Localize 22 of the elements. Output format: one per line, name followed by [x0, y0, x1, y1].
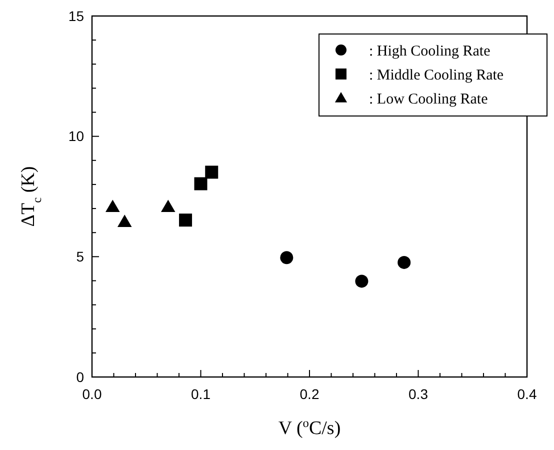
point — [160, 200, 176, 212]
point — [106, 200, 120, 212]
x-tick-label: 0.1 — [191, 386, 211, 402]
legend-label: : Middle Cooling Rate — [369, 67, 504, 84]
point — [398, 256, 411, 269]
x-tick-label: 0.4 — [517, 386, 537, 402]
x-tick-label: 0.3 — [408, 386, 428, 402]
legend-label: : Low Cooling Rate — [369, 91, 488, 108]
point — [194, 177, 208, 190]
y-tick-label: 0 — [76, 368, 84, 385]
x-axis-title: V ($^{o}$C/s) — [278, 416, 341, 439]
point — [205, 166, 218, 179]
point — [355, 274, 368, 288]
legend-label: : High Cooling Rate — [369, 43, 491, 60]
y-tick-label: 15 — [68, 8, 84, 24]
point — [117, 214, 132, 227]
y-tick-label: 10 — [68, 128, 84, 144]
point — [179, 214, 192, 227]
point — [280, 251, 294, 264]
y-tick-label: 5 — [76, 248, 84, 265]
x-tick-label: 0.0 — [82, 386, 102, 402]
x-tick-label: 0.2 — [300, 386, 320, 402]
